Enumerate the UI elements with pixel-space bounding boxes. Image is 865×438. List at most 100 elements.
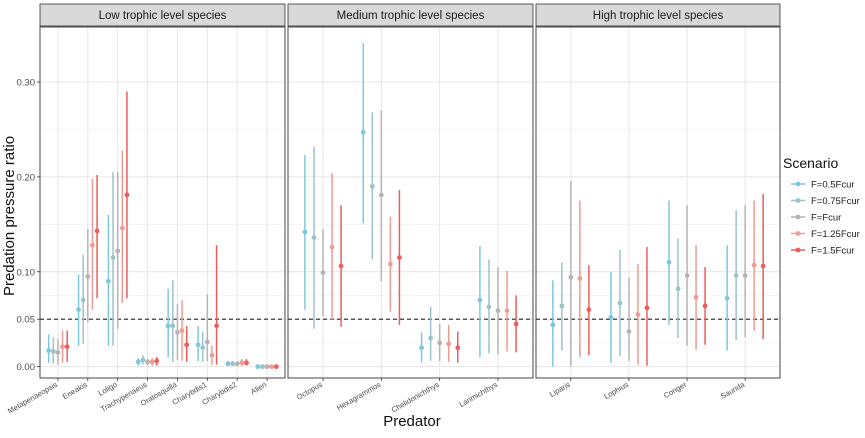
data-point bbox=[617, 300, 623, 306]
x-axis-title: Predator bbox=[383, 413, 441, 430]
data-point bbox=[550, 322, 556, 328]
legend-item: F=0.5Fcur bbox=[791, 180, 855, 191]
data-point bbox=[387, 261, 393, 267]
legend-title: Scenario bbox=[783, 155, 838, 171]
x-tick-label: Octopus bbox=[295, 380, 324, 402]
data-point bbox=[110, 255, 116, 260]
facet-panel: Medium trophic level species Octopus Hexag… bbox=[287, 3, 534, 415]
data-point bbox=[55, 349, 61, 355]
panel-background bbox=[536, 27, 780, 378]
predator-group bbox=[302, 146, 344, 329]
legend-key-point bbox=[795, 181, 801, 187]
data-point bbox=[378, 192, 384, 198]
predator-group bbox=[477, 246, 519, 358]
x-tick-label: Alien bbox=[249, 380, 268, 396]
data-point bbox=[175, 330, 180, 335]
data-point bbox=[504, 308, 510, 314]
data-point bbox=[106, 278, 111, 284]
facet-strip-title: Low trophic level species bbox=[99, 10, 227, 22]
data-point bbox=[225, 361, 231, 367]
data-point bbox=[486, 304, 492, 310]
legend-item: F=0.75Fcur bbox=[791, 196, 860, 207]
facet-panel: Low trophic level species Metapenaeopsis E… bbox=[6, 3, 286, 416]
data-point bbox=[60, 344, 65, 350]
data-point bbox=[145, 359, 150, 365]
panel-border bbox=[39, 26, 286, 379]
data-point bbox=[76, 307, 81, 313]
data-point bbox=[446, 341, 452, 347]
legend-key-point bbox=[795, 247, 801, 253]
data-point bbox=[140, 357, 146, 363]
predator-group bbox=[225, 359, 249, 367]
data-point bbox=[338, 263, 344, 269]
data-point bbox=[586, 307, 592, 313]
data-point bbox=[204, 339, 210, 345]
predator-group bbox=[360, 43, 402, 325]
x-tick-label: Larimichthys bbox=[458, 380, 500, 409]
data-point bbox=[419, 345, 424, 351]
data-point bbox=[90, 242, 95, 248]
data-point bbox=[46, 348, 52, 353]
data-point bbox=[85, 274, 91, 279]
y-tick-label: 0.20 bbox=[17, 172, 36, 183]
x-tick-label: Chelidonichthys bbox=[390, 380, 441, 415]
data-point bbox=[264, 364, 270, 370]
y-axis: 0.00 0.05 0.10 0.20 0.30 bbox=[17, 78, 40, 373]
data-point bbox=[428, 335, 434, 341]
data-point bbox=[165, 323, 171, 329]
data-point bbox=[230, 361, 235, 367]
data-point bbox=[702, 303, 708, 309]
data-point bbox=[644, 305, 650, 311]
data-point bbox=[369, 183, 375, 189]
data-point bbox=[742, 273, 748, 278]
data-point bbox=[360, 129, 366, 135]
legend-key-point bbox=[795, 231, 801, 236]
facet-strip bbox=[287, 3, 534, 27]
legend-key-point bbox=[795, 214, 801, 220]
x-tick-label: Loligo bbox=[97, 380, 119, 398]
data-point bbox=[626, 329, 632, 334]
data-point bbox=[200, 345, 206, 351]
y-axis-title: Predation pressure ratio bbox=[1, 136, 18, 296]
data-point bbox=[269, 364, 275, 370]
data-point bbox=[115, 248, 121, 254]
data-point bbox=[397, 255, 402, 260]
facet-strip bbox=[39, 3, 286, 27]
data-point bbox=[239, 360, 245, 366]
predator-group bbox=[135, 355, 160, 366]
predator-group bbox=[608, 247, 650, 366]
data-point bbox=[209, 352, 215, 358]
predator-group bbox=[724, 193, 766, 351]
data-point bbox=[311, 235, 317, 241]
data-point bbox=[255, 364, 261, 370]
facet-strip-title: Medium trophic level species bbox=[337, 10, 485, 22]
data-point bbox=[119, 225, 125, 231]
data-point bbox=[751, 262, 757, 268]
data-point bbox=[684, 273, 690, 278]
facet-panel: High trophic level species Liparis Lophius… bbox=[535, 3, 781, 401]
data-point bbox=[195, 342, 201, 348]
data-point bbox=[477, 297, 483, 303]
legend-label: F=0.5Fcur bbox=[811, 180, 855, 191]
x-tick-label: Conger bbox=[662, 380, 688, 400]
data-point bbox=[760, 263, 766, 269]
data-point bbox=[666, 259, 672, 265]
data-point bbox=[94, 228, 100, 234]
data-point bbox=[724, 295, 730, 301]
x-tick-label: Hexagrammos bbox=[335, 380, 382, 413]
legend-item: F=1.25Fcur bbox=[791, 229, 860, 240]
predator-group bbox=[255, 364, 279, 370]
x-tick-label: Saurida bbox=[719, 380, 747, 401]
data-point bbox=[455, 345, 461, 351]
data-point bbox=[608, 314, 614, 320]
panel-background bbox=[40, 27, 285, 378]
predator-group bbox=[666, 200, 708, 350]
data-point bbox=[495, 308, 501, 314]
predator-group bbox=[106, 91, 130, 346]
legend-label: F=Fcur bbox=[811, 213, 841, 224]
facet-panels: Low trophic level species Metapenaeopsis E… bbox=[6, 3, 781, 416]
data-point bbox=[320, 270, 326, 276]
data-point bbox=[179, 328, 185, 333]
